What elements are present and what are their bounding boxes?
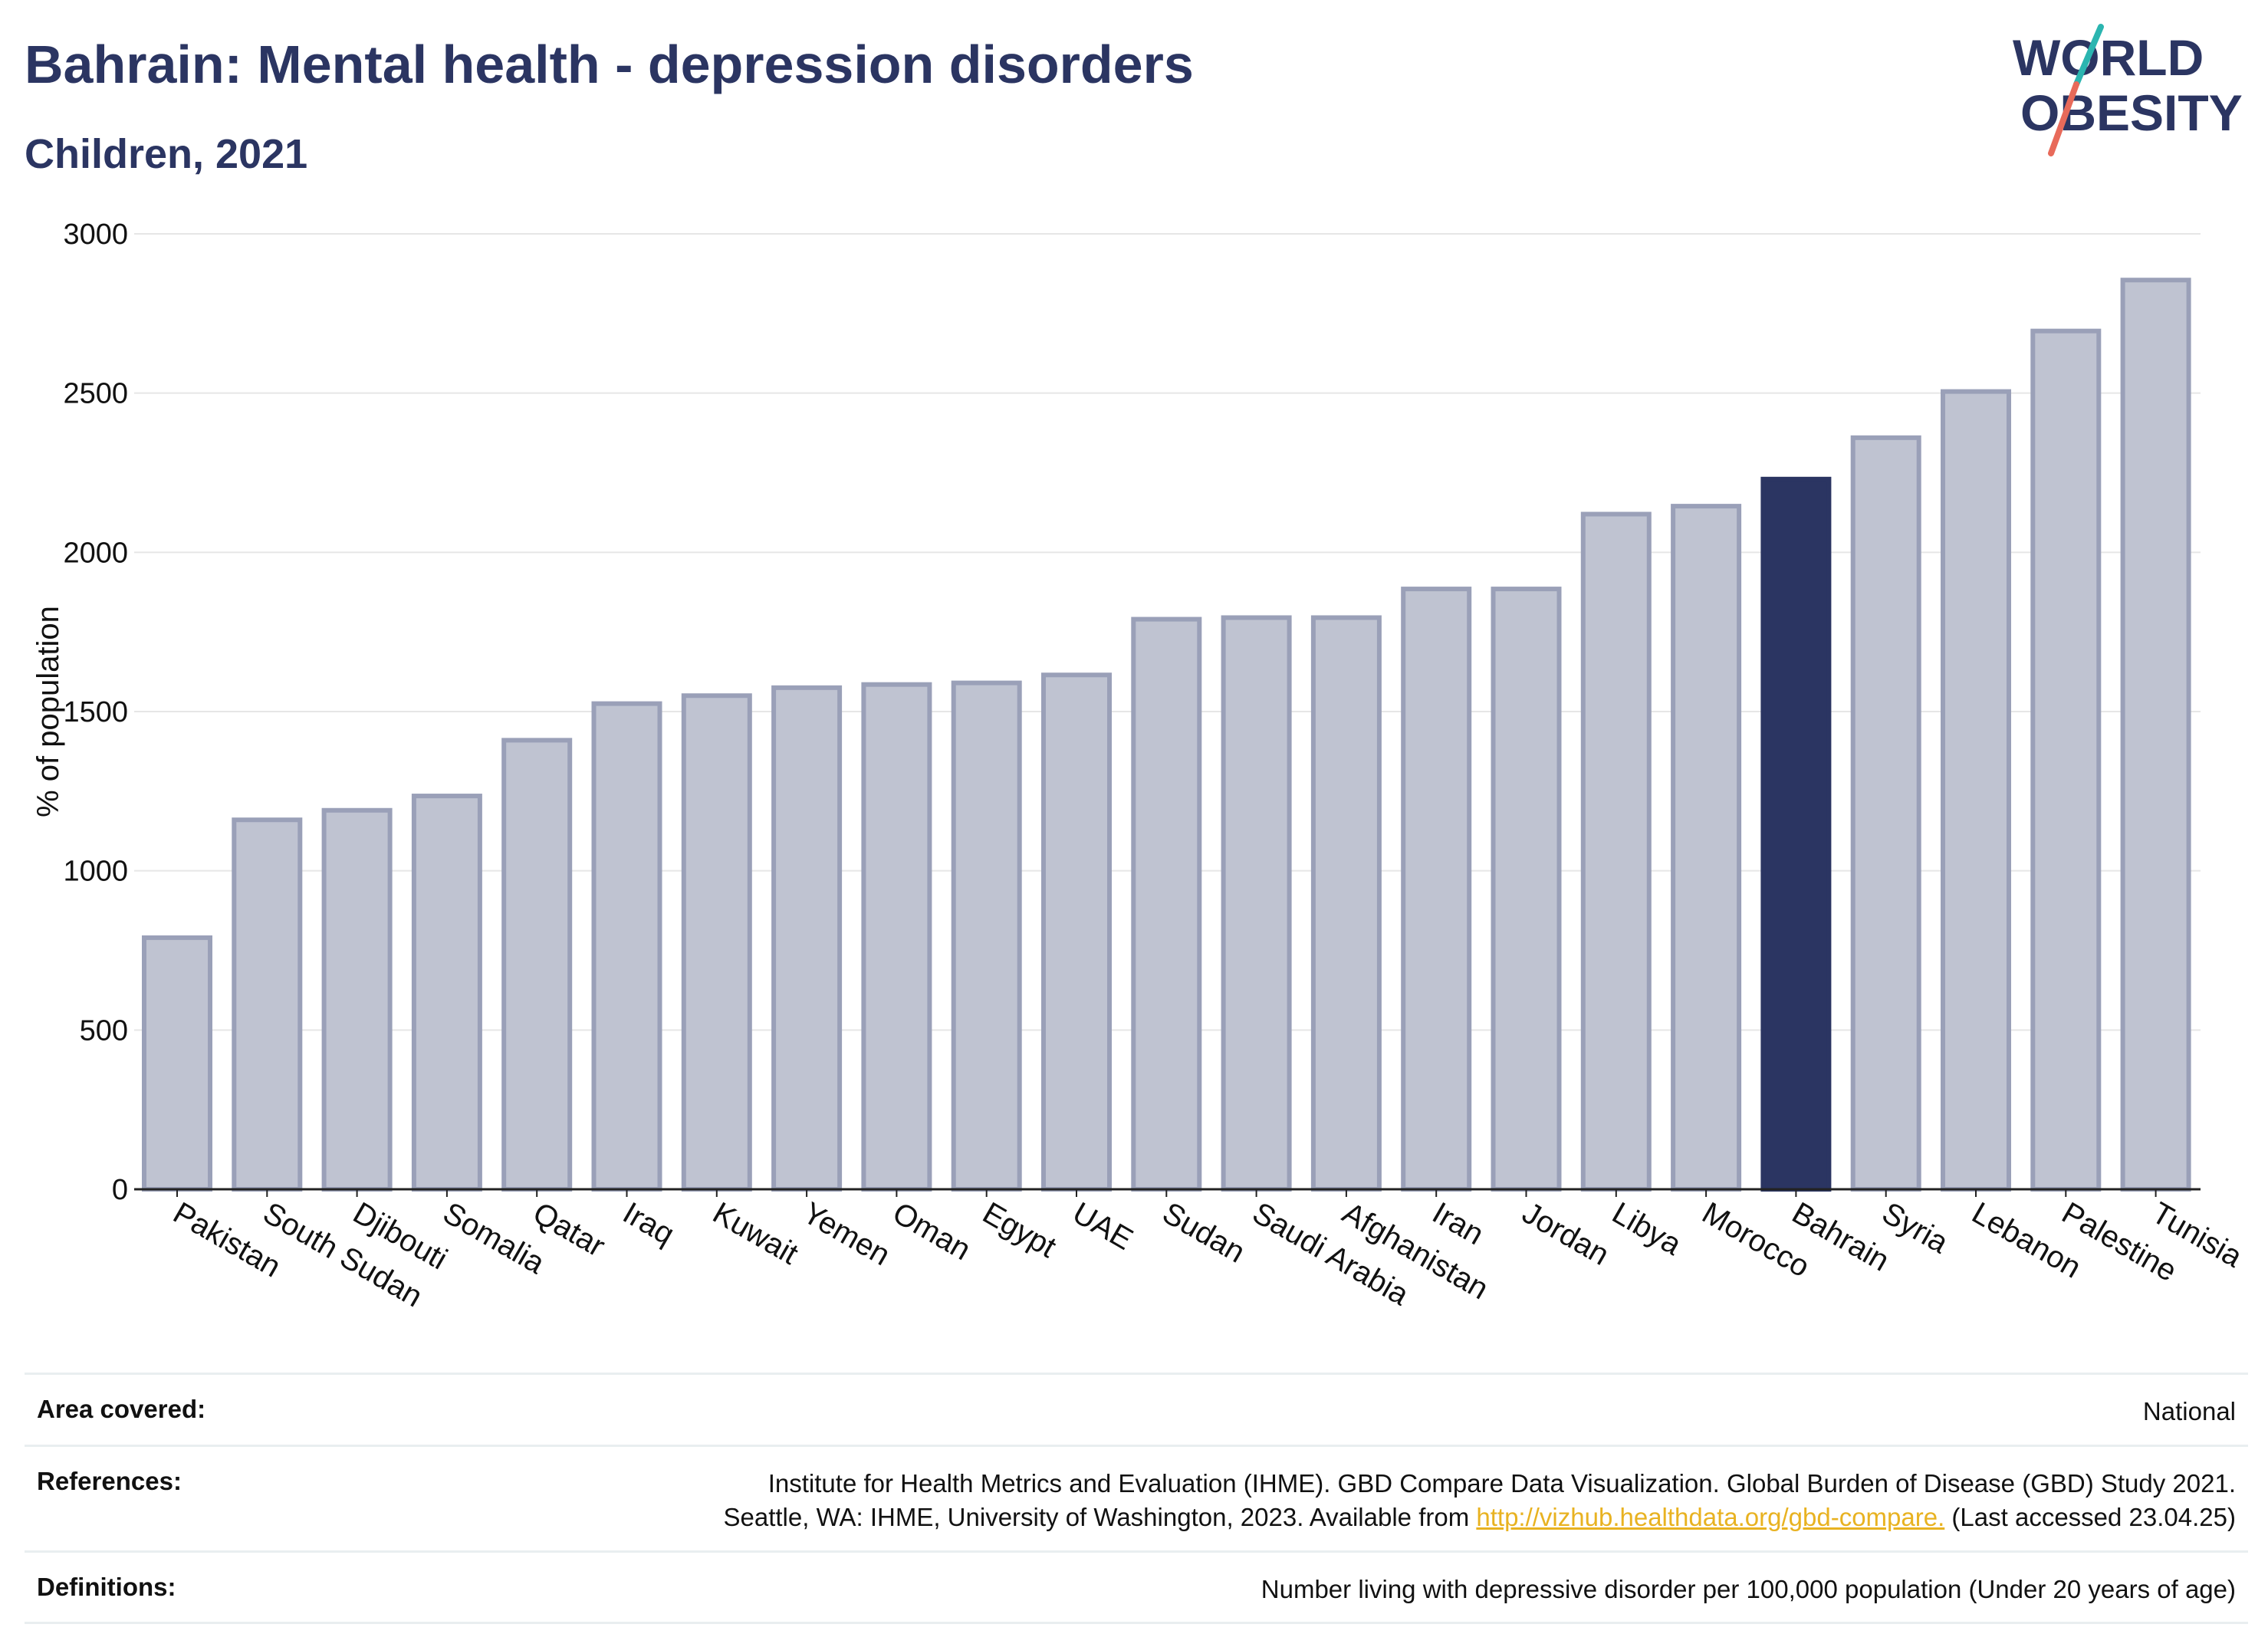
footer-row-references: References: Institute for Health Metrics… [25,1444,2248,1550]
bar-tunisia [2120,278,2191,1192]
references-line-2-post: (Last accessed 23.04.25) [1944,1503,2236,1532]
bar-syria [1850,435,1921,1192]
bar-jordan [1491,587,1562,1192]
bar-libya [1580,511,1652,1192]
y-tick-label: 1000 [63,856,128,888]
bar-iran [1401,587,1472,1192]
bar-palestine [2030,328,2102,1192]
references-link[interactable]: http://vizhub.healthdata.org/gbd-compare… [1476,1503,1945,1532]
area-covered-value: National [2142,1397,2236,1425]
x-tick-label: Jordan [1517,1196,1615,1272]
references-value: Institute for Health Metrics and Evaluat… [724,1467,2237,1535]
x-tick-label: Yemen [797,1196,896,1273]
x-tick-label: Kuwait [707,1196,804,1271]
bar-djibouti [321,807,393,1192]
bar-oman [861,682,932,1192]
y-axis-label: % of population [31,606,65,817]
bar-somalia [411,794,482,1192]
y-tick-label: 1500 [63,696,128,728]
x-tick-label: Egypt [977,1196,1062,1264]
bar-iraq [591,701,662,1192]
bar-kuwait [681,693,752,1192]
x-tick-label: Oman [887,1196,976,1267]
chart-subtitle: Children, 2021 [25,131,308,177]
chart-title: Bahrain: Mental health - depression diso… [25,35,1194,94]
bar-sudan [1131,616,1202,1192]
definitions-label: Definitions: [37,1572,176,1601]
references-line-1: Institute for Health Metrics and Evaluat… [768,1468,2236,1498]
bar-yemen [771,685,843,1192]
bar-afghanistan [1310,615,1382,1192]
bar-egypt [951,680,1022,1192]
definitions-value: Number living with depressive disorder p… [1261,1574,2236,1603]
x-tick-label: Libya [1606,1196,1687,1262]
y-tick-label: 2500 [63,378,128,410]
bar-bahrain [1760,476,1832,1192]
bar-lebanon [1941,389,2011,1192]
x-tick-label: UAE [1067,1196,1139,1257]
chart-footer: Area covered: National References: Insti… [25,1373,2248,1625]
y-axis-ticks: 0 500 1000 1500 2000 2500 3000 [63,219,128,1206]
world-obesity-logo: WORLD OBESITY [2013,24,2243,156]
references-line-2-pre: Seattle, WA: IHME, University of Washing… [723,1503,1477,1532]
bar-uae [1041,672,1112,1192]
y-tick-label: 0 [112,1174,128,1206]
x-tick-label: Iraq [617,1196,680,1252]
y-tick-label: 500 [80,1014,128,1047]
bar-qatar [501,738,573,1192]
bar-saudi-arabia [1221,615,1292,1192]
bars [142,278,2191,1192]
footer-row-definitions: Definitions: Number living with depressi… [25,1550,2248,1625]
bar-south-sudan [232,817,303,1192]
svg-text:WORLD: WORLD [2013,29,2204,86]
area-covered-label: Area covered: [37,1395,206,1423]
x-tick-label: Somalia [437,1196,551,1281]
footer-row-area: Area covered: National [25,1373,2248,1445]
references-label: References: [37,1466,182,1495]
y-tick-label: 3000 [63,219,128,251]
bar-morocco [1671,504,1742,1192]
y-tick-label: 2000 [63,537,128,569]
x-tick-label: Sudan [1157,1196,1251,1270]
bar-pakistan [142,935,212,1192]
